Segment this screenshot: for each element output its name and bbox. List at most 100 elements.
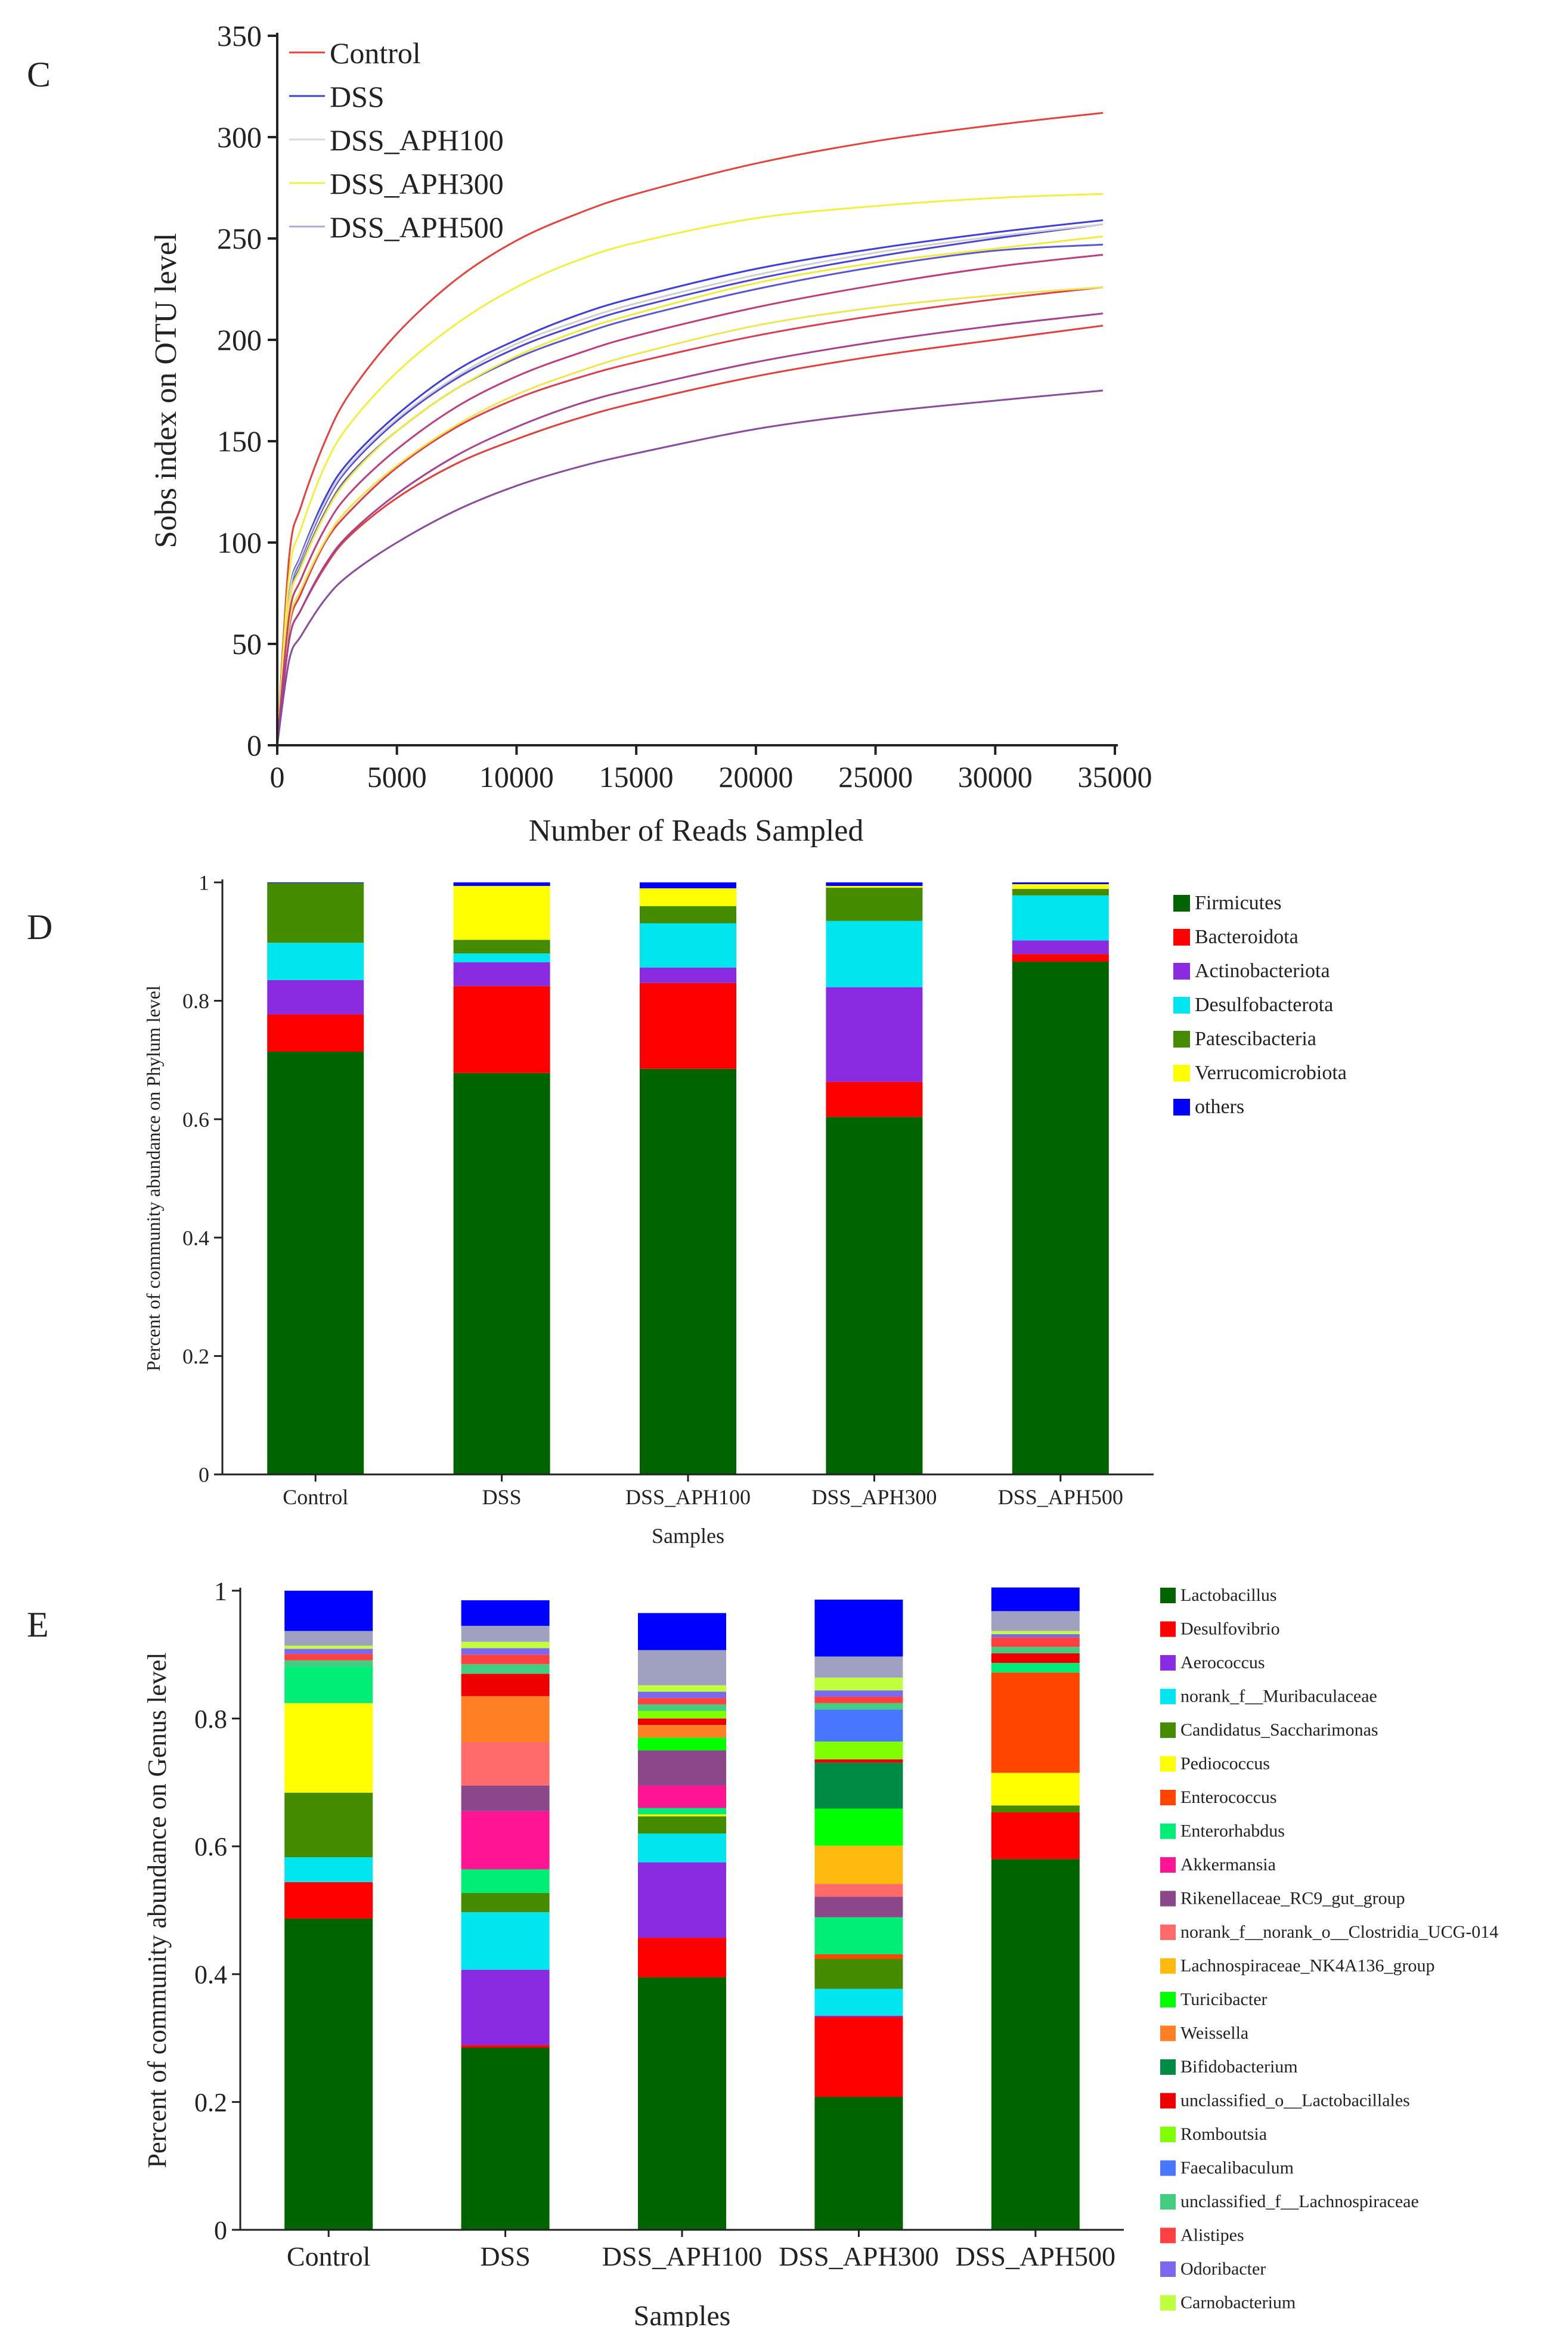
bar-segment-control-patescibacteria <box>267 882 364 943</box>
bar-segment-dss-firmicutes <box>453 1073 550 1474</box>
y-tick-label: 150 <box>217 425 262 458</box>
bar-segment-control-odoribacter <box>284 1649 373 1654</box>
y-tick-label: 350 <box>217 19 262 52</box>
bar-segment-dss-aph300-others <box>814 1656 903 1678</box>
legend-label-16: Romboutsia <box>1180 2124 1267 2144</box>
legend-label-15: unclassified_o__Lactobacillales <box>1180 2091 1410 2111</box>
bar-segment-dss-others-top <box>461 1600 550 1626</box>
x-tick-label: DSS_APH300 <box>779 2241 938 2272</box>
legend-swatch-1 <box>1160 1621 1176 1637</box>
legend-label-12: Turicibacter <box>1180 1990 1268 2009</box>
legend-label-7: Enterorhabdus <box>1180 1821 1285 1841</box>
bar-segment-control-others-top <box>284 1591 373 1631</box>
bar-segment-control-firmicutes <box>267 1051 364 1474</box>
series-line-control-1 <box>276 286 1104 746</box>
bar-segment-dss-weissella <box>461 1696 550 1743</box>
bar-segment-dss-aph100-carnobacterium <box>638 1685 726 1692</box>
bar-segment-dss-aph300-bacteroidota <box>826 1082 923 1117</box>
bar-segment-control-enterorhabdus <box>284 1666 373 1703</box>
series-line-control-0 <box>276 111 1104 746</box>
legend-label-4: DSS_APH500 <box>330 210 504 244</box>
legend-swatch-3 <box>1173 997 1190 1014</box>
bar-segment-dss-aph500-carnobacterium <box>991 1631 1080 1634</box>
bar-segment-dss-aph100-rikenellaceae-rc9-gut-group <box>638 1750 726 1786</box>
bar-segment-dss-aph500-lactobacillus <box>991 1859 1080 2230</box>
legend-label-3: DSS_APH300 <box>330 167 504 200</box>
bar-segment-dss-aph100-turicibacter <box>638 1737 726 1750</box>
bar-segment-dss-aph100-actinobacteriota <box>640 967 736 983</box>
bar-segment-control-desulfovibrio <box>284 1882 373 1919</box>
bar-segment-dss-rikenellaceae-rc9-gut-group <box>461 1785 550 1811</box>
y-tick-label: 1 <box>214 1576 227 1606</box>
x-tick-label: Control <box>283 1485 348 1509</box>
x-tick-label: DSS <box>480 2241 530 2272</box>
bar-segment-dss-aph100-desulfobacterota <box>640 923 736 968</box>
bar-segment-dss-unclassified-o-lactobacillales <box>461 1674 550 1696</box>
genus-stacked-bar-chart: Control DSS DSS_APH100 DSS_APH300 DSS_APH500… <box>142 1576 1498 2327</box>
legend-swatch-3 <box>1160 1688 1176 1705</box>
legend-swatch-18 <box>1160 2194 1176 2210</box>
y-tick-label: 0.2 <box>194 2088 227 2117</box>
bar-segment-dss-aph100-lactobacillus <box>638 1977 726 2230</box>
bar-segment-dss-aph300-turicibacter <box>814 1808 903 1846</box>
bar-segment-control-alistipes <box>284 1654 373 1660</box>
bar-segment-dss-aph100-unclassified-o-lactobacillales <box>638 1718 726 1725</box>
bar-segment-dss-odoribacter <box>461 1648 550 1655</box>
bar-segment-dss-aph300-romboutsia <box>814 1741 903 1760</box>
legend-swatch-13 <box>1160 2025 1176 2041</box>
bar-segment-dss-aph300-enterorhabdus <box>814 1917 903 1954</box>
bar-segment-dss-aph100-others <box>640 882 736 888</box>
phylum-stacked-bar-chart: Control DSS DSS_APH100 DSS_APH300 DSS_APH500… <box>142 871 1347 1548</box>
bar-segment-dss-aph300-others-top <box>814 1600 903 1657</box>
legend-swatch-0 <box>1160 1588 1176 1603</box>
legend-swatch-4 <box>1160 1722 1176 1738</box>
rarefaction-curves <box>276 111 1104 746</box>
bar-segment-dss-aph500-verrucomicrobiota <box>1012 884 1109 889</box>
x-tick-label: 15000 <box>599 760 674 794</box>
legend-swatch-12 <box>1160 1992 1176 2007</box>
x-tick-label: 0 <box>270 760 285 794</box>
bar-segment-dss-aph500-actinobacteriota <box>1012 940 1109 955</box>
bar-segment-dss-aph300-firmicutes <box>826 1117 923 1474</box>
legend-label-3: norank_f__Muribaculaceae <box>1180 1687 1377 1706</box>
bar-segment-dss-aph100-others-top <box>638 1613 726 1650</box>
legend-label-21: Carnobacterium <box>1180 2293 1296 2313</box>
bar-segment-control-carnobacterium <box>284 1646 373 1649</box>
bar-segment-dss-aph100-verrucomicrobiota <box>640 888 736 906</box>
bar-segment-control-desulfobacterota <box>267 943 364 980</box>
bar-segment-control-others <box>267 882 364 883</box>
bar-segment-control-others <box>284 1631 373 1646</box>
bar-segment-dss-aph100-weissella <box>638 1725 726 1738</box>
bar-segment-dss-aph500-others-top <box>991 1587 1080 1612</box>
panel-label-e: E <box>27 1605 49 1644</box>
legend-label-6: Enterococcus <box>1180 1787 1277 1807</box>
legend-label-0: Firmicutes <box>1195 892 1281 914</box>
bar-segment-dss-aph300-unclassified-f-lachnospiraceae <box>814 1703 903 1710</box>
bar-segment-dss-aph100-enterorhabdus <box>638 1808 726 1815</box>
bar-segment-dss-others <box>461 1625 550 1642</box>
legend-swatch-20 <box>1160 2261 1176 2277</box>
legend-label-19: Alistipes <box>1180 2226 1244 2245</box>
bar-segment-dss-aph100-candidatus-saccharimonas <box>638 1816 726 1834</box>
x-tick-label: DSS_APH500 <box>956 2241 1115 2272</box>
y-tick-label: 0 <box>214 2216 227 2245</box>
bar-segment-dss-aph100-firmicutes <box>640 1068 736 1474</box>
y-tick-label: 250 <box>217 222 262 255</box>
bar-segment-dss-aph300-norank-f-muribaculaceae <box>814 1988 903 2016</box>
legend-swatch-1 <box>1173 929 1190 946</box>
bar-segment-control-unclassified-f-lachnospiraceae <box>284 1660 373 1667</box>
legend-label-2: Aerococcus <box>1180 1653 1265 1672</box>
legend-label-4: Candidatus_Saccharimonas <box>1180 1720 1378 1740</box>
bar-segment-dss-aph500-others <box>991 1611 1080 1631</box>
series-line-dss-aph500-12 <box>276 389 1104 746</box>
series-line-dss-aph500-10 <box>276 253 1104 746</box>
legend-swatch-19 <box>1160 2227 1176 2244</box>
bar-segment-dss-aph300-enterococcus <box>814 1954 903 1959</box>
legend-label-18: unclassified_f__Lachnospiraceae <box>1180 2192 1419 2211</box>
bar-segment-dss-aph300-verrucomicrobiota <box>826 885 923 888</box>
bar-segment-dss-aph500-odoribacter <box>991 1634 1080 1638</box>
bar-segment-dss-aph300-norank-f-norank-o-clostridia-ucg-014 <box>814 1884 903 1897</box>
y-tick-label: 100 <box>217 526 262 559</box>
bar-segment-control-candidatus-saccharimonas <box>284 1792 373 1858</box>
legend: Firmicutes Bacteroidota Actinobacteriota De… <box>1173 892 1347 1118</box>
